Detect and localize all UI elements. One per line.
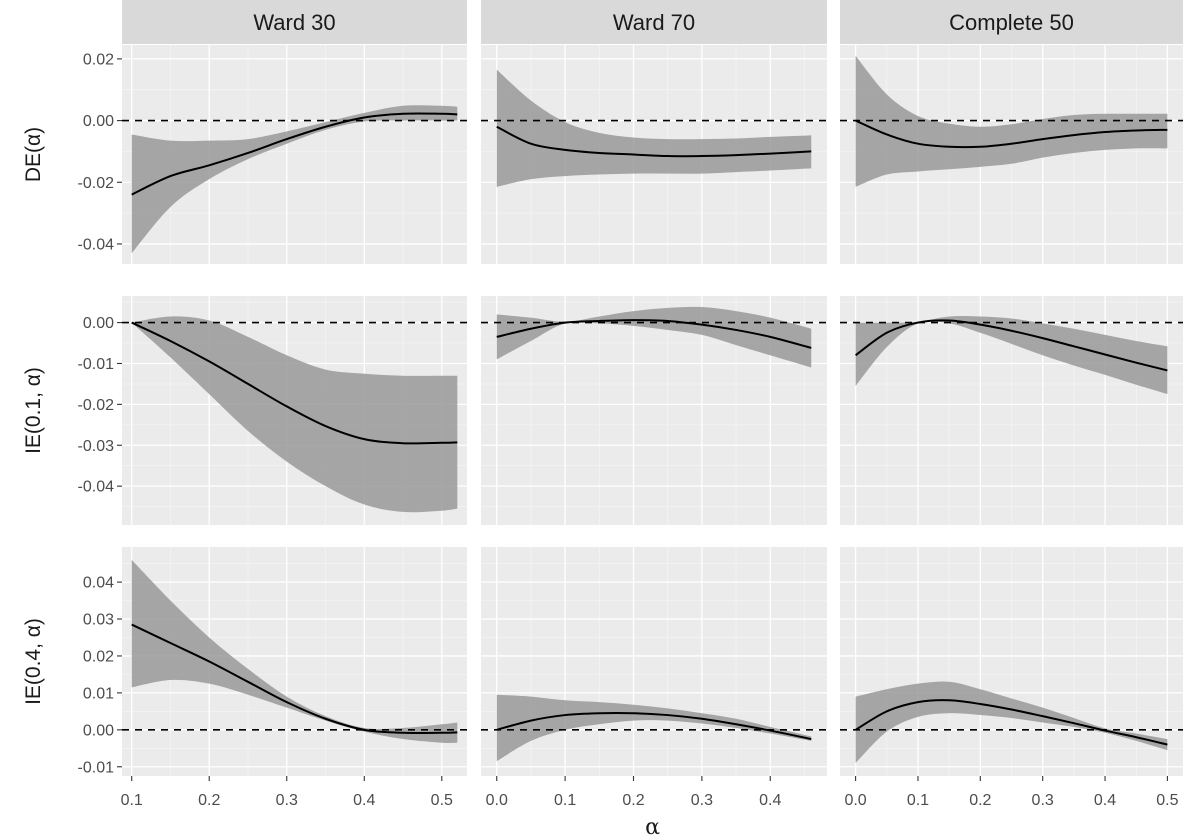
- y-tick-label: -0.04: [78, 479, 115, 496]
- panel: [840, 45, 1183, 264]
- x-tick-label: 0.2: [969, 792, 991, 809]
- x-tick-label: 0.5: [431, 792, 453, 809]
- y-tick-label: 0.03: [83, 612, 114, 629]
- x-tick-label: 0.4: [1094, 792, 1116, 809]
- x-tick-label: 0.1: [121, 792, 143, 809]
- x-tick-label: 0.0: [844, 792, 866, 809]
- x-tick-label: 0.4: [759, 792, 781, 809]
- facet-strip-label: Complete 50: [949, 10, 1074, 35]
- y-tick-label: 0.02: [83, 51, 114, 68]
- y-tick-label: 0.04: [83, 575, 114, 592]
- y-tick-label: 0.00: [83, 113, 114, 130]
- confidence-band: [855, 55, 1168, 187]
- confidence-band: [131, 316, 458, 513]
- confidence-band: [496, 69, 812, 187]
- estimate-curve: [855, 699, 1168, 746]
- row-label: IE(0.4, α): [22, 618, 45, 705]
- y-tick-label: 0.00: [83, 722, 114, 739]
- x-tick-label: 0.4: [353, 792, 375, 809]
- y-tick-label: 0.00: [83, 315, 114, 332]
- estimate-curve: [496, 319, 812, 349]
- y-tick-label: -0.02: [78, 175, 115, 192]
- panel: [122, 296, 467, 525]
- confidence-band: [496, 694, 812, 762]
- x-tick-label: 0.3: [276, 792, 298, 809]
- row-label: IE(0.1, α): [22, 367, 45, 454]
- y-tick-label: -0.02: [78, 397, 115, 414]
- y-tick-label: -0.03: [78, 438, 115, 455]
- estimate-curve: [496, 125, 812, 158]
- estimate-curve: [131, 321, 458, 445]
- y-tick-label: -0.01: [78, 356, 115, 373]
- estimate-curve: [496, 711, 812, 741]
- x-tick-label: 0.1: [907, 792, 929, 809]
- confidence-band: [855, 681, 1168, 764]
- panel: [840, 296, 1183, 525]
- panel: [122, 45, 467, 264]
- estimate-curve: [855, 119, 1168, 149]
- estimate-curve: [131, 623, 458, 735]
- facet-strip: [840, 0, 1183, 44]
- estimate-curve: [855, 319, 1168, 372]
- x-tick-label: 0.3: [691, 792, 713, 809]
- x-tick-label: 0.3: [1032, 792, 1054, 809]
- panel: [840, 547, 1183, 776]
- y-tick-label: 0.02: [83, 648, 114, 665]
- panel: [481, 45, 827, 264]
- facet-strip: [122, 0, 467, 44]
- panel: [481, 296, 827, 525]
- panel-background: [481, 547, 827, 776]
- facet-strip-label: Ward 70: [613, 10, 695, 35]
- y-tick-label: 0.01: [83, 685, 114, 702]
- confidence-band: [131, 105, 458, 254]
- x-axis-title: α: [645, 815, 660, 840]
- y-tick-label: -0.04: [78, 236, 115, 253]
- row-label: DE(α): [22, 127, 45, 182]
- panel: [122, 547, 467, 776]
- panel: [481, 547, 827, 776]
- y-tick-label: -0.01: [78, 759, 115, 776]
- facet-strip: [481, 0, 827, 44]
- x-tick-label: 0.2: [198, 792, 220, 809]
- facet-strip-label: Ward 30: [253, 10, 335, 35]
- estimate-curve: [131, 112, 458, 196]
- confidence-band: [855, 315, 1168, 395]
- x-tick-label: 0.1: [554, 792, 576, 809]
- x-tick-label: 0.5: [1156, 792, 1178, 809]
- x-tick-label: 0.0: [486, 792, 508, 809]
- x-tick-label: 0.2: [622, 792, 644, 809]
